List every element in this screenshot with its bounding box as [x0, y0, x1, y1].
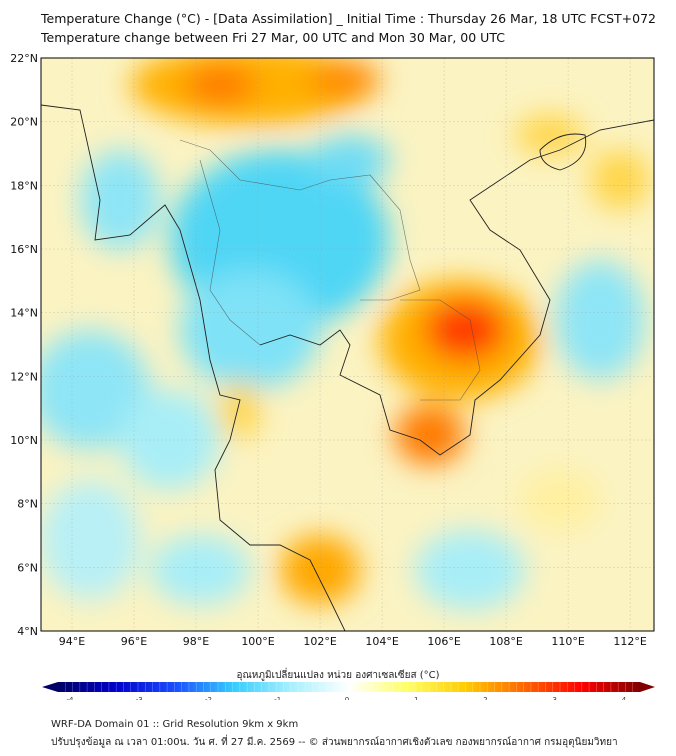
lat-label: 22°N: [10, 52, 38, 65]
lon-label: 110°E: [551, 635, 584, 648]
lat-label: 20°N: [10, 116, 38, 129]
colorbar-tick-label: 0: [345, 696, 349, 700]
lat-label: 8°N: [17, 498, 38, 511]
lon-label: 96°E: [121, 635, 147, 648]
borders: [179, 139, 481, 401]
lat-label: 12°N: [10, 370, 38, 383]
lat-label: 10°N: [10, 434, 38, 447]
title-line-2: Temperature change between Fri 27 Mar, 0…: [41, 30, 505, 45]
lon-label: 98°E: [183, 635, 209, 648]
lon-label: 100°E: [241, 635, 274, 648]
temperature-field: [41, 58, 654, 631]
lon-label: 94°E: [59, 635, 85, 648]
colorbar-tick-label: -4: [67, 696, 75, 700]
footer-line-1: WRF-DA Domain 01 :: Grid Resolution 9km …: [51, 719, 299, 730]
colorbar-tick-label: -3: [136, 696, 143, 700]
coastlines: [41, 104, 654, 631]
temperature-change-map: 4°N 6°N 8°N 10°N 12°N 14°N 16°N 18°N 20°N 22°N 94…: [10, 52, 655, 700]
colorbar-tick-label: 2: [483, 696, 487, 700]
colorbar-tick-label: 1: [414, 696, 418, 700]
lat-label: 16°N: [10, 243, 38, 256]
lon-label: 106°E: [427, 635, 460, 648]
colorbar-tick-label: 3: [553, 696, 557, 700]
lat-label: 18°N: [10, 179, 38, 192]
colorbar-max-arrow: [640, 682, 655, 692]
lat-label: 6°N: [17, 561, 38, 574]
colorbar-tick-label: -2: [205, 696, 212, 700]
colorbar-label: อุณหภูมิเปลี่ยนแปลง หน่วย องศาเซลเซียส (…: [236, 670, 440, 681]
colorbar-tick-label: -1: [274, 696, 281, 700]
lon-label: 102°E: [303, 635, 336, 648]
colorbar: -4 -3 -2 -1 0 1 2 3 4: [42, 682, 655, 700]
footer-line-2: ปรับปรุงข้อมูล ณ เวลา 01:00น. วัน ศ. ที่…: [51, 737, 618, 748]
lat-label: 4°N: [17, 625, 38, 638]
lon-label: 108°E: [489, 635, 522, 648]
colorbar-tick-label: 4: [622, 696, 627, 700]
lon-label: 112°E: [613, 635, 646, 648]
lon-label: 104°E: [365, 635, 398, 648]
map-frame: [40, 57, 655, 632]
title-line-1: Temperature Change (°C) - [Data Assimila…: [41, 11, 656, 26]
colorbar-min-arrow: [42, 682, 58, 692]
lat-label: 14°N: [10, 307, 38, 320]
colorbar-gradient: [58, 682, 640, 692]
